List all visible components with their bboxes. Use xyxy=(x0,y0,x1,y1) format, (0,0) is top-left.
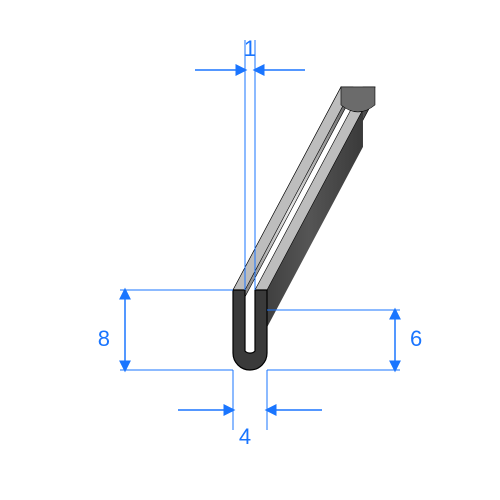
dim-left: 8 xyxy=(98,326,110,351)
dim-bottom: 4 xyxy=(239,424,251,449)
dim-right: 6 xyxy=(410,326,422,351)
dim-top: 1 xyxy=(244,36,256,61)
